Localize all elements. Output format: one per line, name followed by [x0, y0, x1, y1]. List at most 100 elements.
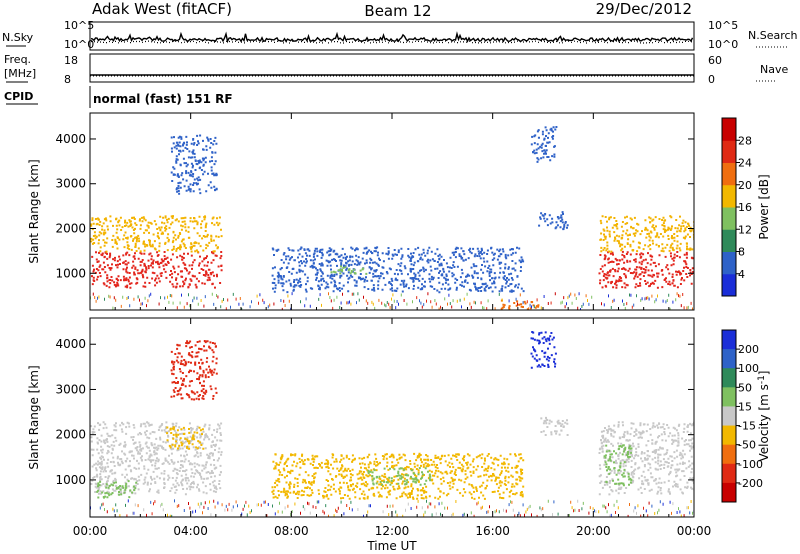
- velocity-region-2: [96, 480, 138, 499]
- velocity-data: [90, 331, 694, 517]
- velocity-colorbar-label--15: -15: [738, 420, 756, 433]
- velocity-colorbar-segment-5: [722, 425, 736, 446]
- velocity-region-8: [540, 416, 569, 436]
- nsearch-tick-top: 10^5: [708, 19, 738, 32]
- nsky-tick-bottom: 10^0: [64, 38, 94, 51]
- cpid-label: CPID: [4, 90, 33, 103]
- power-colorbar-label-16: 16: [738, 201, 752, 214]
- freq-panel-frame: [89, 53, 695, 83]
- power-colorbar-segment-0: [722, 273, 736, 297]
- velocity-region-10: [603, 444, 633, 487]
- velocity-colorbar-segment-4: [722, 406, 736, 427]
- power-colorbar-segment-7: [722, 118, 736, 141]
- xtick-label-3: 12:00: [375, 524, 410, 538]
- power-ytick-label: 2000: [55, 222, 86, 236]
- xtick-label-4: 16:00: [475, 524, 510, 538]
- velocity-region-5: [271, 452, 525, 500]
- velocity-colorbar-label-100: 100: [738, 362, 759, 375]
- power-colorbar-label-20: 20: [738, 179, 752, 192]
- power-region-4: [330, 265, 368, 275]
- power-colorbar-segment-3: [722, 207, 736, 230]
- velocity-ytick-label: 1000: [55, 473, 86, 487]
- velocity-colorbar-segment-2: [722, 368, 736, 388]
- power-colorbar-label-12: 12: [738, 223, 752, 236]
- xtick-label-5: 20:00: [576, 524, 611, 538]
- xtick-label-6: 00:00: [677, 524, 712, 538]
- velocity-colorbar-segment-6: [722, 444, 736, 465]
- power-ylabel: Slant Range [km]: [27, 159, 41, 263]
- velocity-region-3: [166, 426, 205, 450]
- beam-title: Beam 12: [364, 2, 431, 20]
- velocity-colorbar-segment-3: [722, 387, 736, 407]
- power-colorbar-segment-4: [722, 184, 736, 208]
- power-data: [90, 126, 694, 310]
- nsky-tick-top: 10^5: [64, 19, 94, 32]
- velocity-ytick-label: 4000: [55, 337, 86, 351]
- power-ytick-label: 1000: [55, 266, 86, 280]
- power-colorbar-title: Power [dB]: [757, 174, 771, 239]
- velocity-region-6: [367, 467, 432, 486]
- velocity-ytick-label: 2000: [55, 428, 86, 442]
- power-colorbar-segment-2: [722, 229, 736, 252]
- power-ytick-label: 3000: [55, 177, 86, 191]
- power-region-2: [170, 134, 218, 195]
- nsky-label: N.Sky: [2, 31, 34, 44]
- power-region-7: [598, 250, 694, 289]
- velocity-colorbar-label--50: -50: [738, 439, 756, 452]
- power-panel: [89, 112, 695, 311]
- velocity-colorbar-title: Velocity [m s-1]: [757, 371, 771, 462]
- nave-tick-bottom: 0: [708, 73, 715, 86]
- cpid-text: normal (fast) 151 RF: [93, 92, 233, 106]
- velocity-colorbar-frame: [721, 329, 737, 503]
- nsearch-series: [91, 40, 692, 44]
- velocity-colorbar-label-200: 200: [738, 343, 759, 356]
- xtick-label-1: 04:00: [173, 524, 208, 538]
- xtick-label-2: 08:00: [274, 524, 309, 538]
- velocity-noise-6: [112, 499, 692, 517]
- power-region-6: [538, 211, 569, 231]
- nsky-panel-frame: [89, 21, 695, 51]
- velocity-region-1: [90, 421, 223, 455]
- power-colorbar-label-8: 8: [738, 246, 745, 259]
- velocity-colorbar-segment-8: [722, 482, 736, 503]
- velocity-panel: [89, 317, 695, 518]
- velocity-ylabel: Slant Range [km]: [27, 365, 41, 469]
- power-region-3: [271, 246, 525, 294]
- nave-label: Nave: [760, 63, 788, 76]
- velocity-colorbar-label--200: -200: [738, 477, 763, 490]
- power-region-9: [500, 299, 540, 310]
- velocity-colorbar-segment-7: [722, 463, 736, 484]
- velocity-region-7: [530, 331, 557, 369]
- nsearch-label: N.Search: [748, 29, 798, 42]
- power-colorbar-label-28: 28: [738, 134, 752, 147]
- freq-tick-bottom: 8: [64, 73, 71, 86]
- power-ytick-label: 4000: [55, 132, 86, 146]
- velocity-colorbar-label-50: 50: [738, 381, 752, 394]
- power-colorbar-segment-6: [722, 140, 736, 163]
- velocity-region-9: [598, 421, 694, 496]
- velocity-region-0: [90, 452, 223, 496]
- station-title: Adak West (fitACF): [92, 0, 232, 18]
- power-colorbar-segment-1: [722, 251, 736, 275]
- power-background: [90, 113, 694, 310]
- date-title: 29/Dec/2012: [596, 0, 692, 18]
- velocity-colorbar-label-15: 15: [738, 400, 752, 413]
- nsearch-tick-bottom: 10^0: [708, 38, 738, 51]
- freq-label-2: [MHz]: [4, 67, 36, 80]
- power-region-5: [530, 126, 558, 163]
- velocity-colorbar-segment-0: [722, 330, 736, 350]
- power-colorbar-segment-5: [722, 162, 736, 186]
- power-colorbar-label-4: 4: [738, 268, 745, 281]
- x-axis-label: Time UT: [366, 539, 417, 553]
- nsky-series: [90, 31, 694, 44]
- freq-tick-top: 18: [64, 54, 78, 67]
- power-region-0: [91, 251, 223, 289]
- velocity-colorbar-segment-1: [722, 349, 736, 369]
- freq-label-1: Freq.: [4, 53, 31, 66]
- velocity-region-4: [170, 340, 218, 401]
- power-colorbar-label-24: 24: [738, 157, 752, 170]
- nave-tick-top: 60: [708, 54, 722, 67]
- velocity-colorbar-label--100: -100: [738, 458, 763, 471]
